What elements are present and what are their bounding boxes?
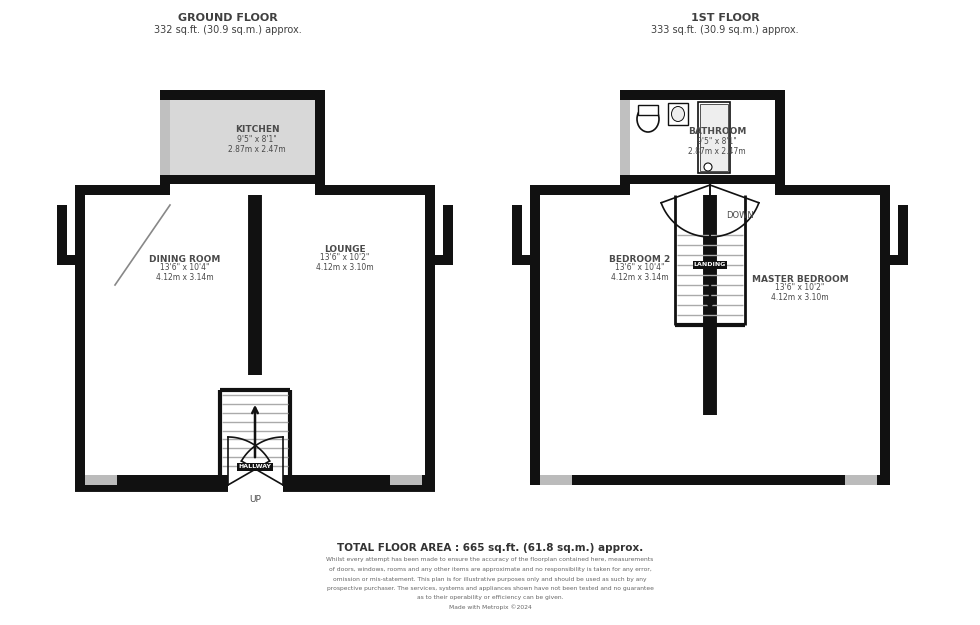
Bar	[170, 185, 315, 196]
Text: 4.12m x 3.14m: 4.12m x 3.14m	[612, 272, 668, 281]
Text: 13'6" x 10'2": 13'6" x 10'2"	[320, 254, 369, 262]
Text: TOTAL FLOOR AREA : 665 sq.ft. (61.8 sq.m.) approx.: TOTAL FLOOR AREA : 665 sq.ft. (61.8 sq.m…	[337, 543, 643, 553]
Bar	[512, 205, 530, 265]
Text: KITCHEN: KITCHEN	[234, 126, 279, 134]
Text: 2.87m x 2.47m: 2.87m x 2.47m	[228, 146, 286, 154]
Bar	[435, 205, 443, 255]
Bar	[675, 195, 745, 325]
Bar	[630, 184, 775, 196]
Ellipse shape	[671, 106, 684, 121]
Text: of doors, windows, rooms and any other items are approximate and no responsibili: of doors, windows, rooms and any other i…	[328, 567, 652, 572]
Bar	[620, 180, 630, 195]
Text: 4.12m x 3.10m: 4.12m x 3.10m	[317, 262, 373, 271]
Text: BATHROOM: BATHROOM	[688, 127, 746, 136]
Text: 9'5" x 8'1": 9'5" x 8'1"	[697, 138, 737, 146]
Bar	[170, 184, 315, 196]
Bar	[890, 205, 908, 265]
Bar	[85, 475, 117, 485]
Bar	[160, 90, 325, 185]
Bar	[620, 90, 785, 185]
Bar	[530, 185, 890, 485]
Bar	[220, 390, 290, 475]
Bar	[522, 205, 530, 255]
Bar	[85, 195, 425, 475]
Text: 13'6" x 10'4": 13'6" x 10'4"	[161, 264, 210, 272]
Bar	[698, 102, 730, 173]
Bar	[620, 100, 630, 175]
Text: 13'6" x 10'4": 13'6" x 10'4"	[615, 264, 664, 272]
Bar	[435, 205, 453, 265]
Text: 1ST FLOOR: 1ST FLOOR	[691, 13, 760, 23]
Text: Made with Metropix ©2024: Made with Metropix ©2024	[449, 604, 531, 611]
Circle shape	[704, 163, 712, 171]
Text: DOWN: DOWN	[726, 211, 754, 219]
Text: DINING ROOM: DINING ROOM	[149, 254, 220, 264]
Bar	[390, 475, 422, 485]
Bar	[228, 475, 283, 487]
Text: 4.12m x 3.10m: 4.12m x 3.10m	[771, 292, 829, 301]
Bar	[700, 104, 728, 171]
Ellipse shape	[637, 106, 659, 132]
Text: 333 sq.ft. (30.9 sq.m.) approx.: 333 sq.ft. (30.9 sq.m.) approx.	[651, 25, 799, 35]
Bar	[845, 475, 877, 485]
Text: BEDROOM 2: BEDROOM 2	[610, 254, 670, 264]
Bar	[540, 475, 572, 485]
Text: omission or mis-statement. This plan is for illustrative purposes only and shoul: omission or mis-statement. This plan is …	[333, 576, 647, 581]
Text: 332 sq.ft. (30.9 sq.m.) approx.: 332 sq.ft. (30.9 sq.m.) approx.	[154, 25, 302, 35]
Text: UP: UP	[249, 494, 261, 504]
Bar	[630, 100, 775, 175]
Text: LANDING: LANDING	[694, 262, 726, 268]
Text: 4.12m x 3.14m: 4.12m x 3.14m	[156, 272, 214, 281]
Bar	[638, 105, 658, 115]
Bar	[698, 102, 730, 173]
Bar	[630, 185, 775, 196]
Text: GROUND FLOOR: GROUND FLOOR	[178, 13, 278, 23]
Text: LOUNGE: LOUNGE	[324, 244, 366, 254]
Text: Whilst every attempt has been made to ensure the accuracy of the floorplan conta: Whilst every attempt has been made to en…	[326, 558, 654, 562]
Text: MASTER BEDROOM: MASTER BEDROOM	[752, 274, 849, 284]
Text: 9'5" x 8'1": 9'5" x 8'1"	[237, 136, 277, 144]
Bar	[160, 100, 170, 175]
Text: as to their operability or efficiency can be given.: as to their operability or efficiency ca…	[416, 596, 564, 601]
Bar	[668, 103, 688, 125]
Bar	[170, 100, 315, 175]
Bar	[57, 205, 75, 265]
Text: 2.87m x 2.47m: 2.87m x 2.47m	[688, 148, 746, 156]
Bar	[160, 180, 170, 195]
Bar	[890, 205, 898, 255]
Text: HALLWAY: HALLWAY	[238, 464, 271, 469]
Text: 13'6" x 10'2": 13'6" x 10'2"	[775, 284, 825, 292]
Bar	[75, 185, 435, 485]
Text: prospective purchaser. The services, systems and appliances shown have not been : prospective purchaser. The services, sys…	[326, 586, 654, 591]
Bar	[540, 195, 880, 475]
Bar	[67, 205, 75, 255]
